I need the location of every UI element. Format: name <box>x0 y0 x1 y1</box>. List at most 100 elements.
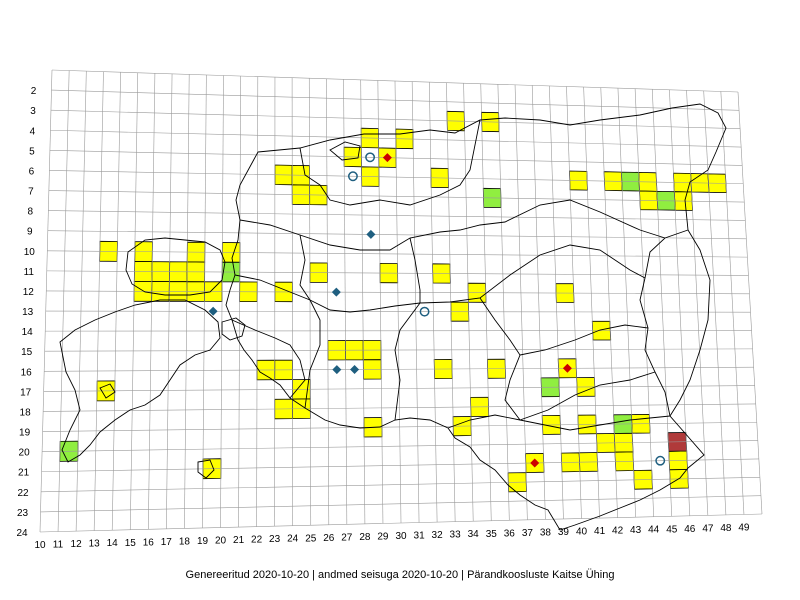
island-small-west <box>99 383 116 399</box>
grid-line-vertical <box>166 73 173 529</box>
grid-line-horizontal <box>40 495 761 513</box>
x-tick-label: 27 <box>341 532 353 543</box>
x-tick-label: 14 <box>107 538 119 549</box>
circle-marker <box>655 455 666 466</box>
county-border-2 <box>239 199 666 251</box>
island-saaremaa <box>59 299 221 463</box>
grid-line-vertical <box>686 90 709 516</box>
y-tick-label: 13 <box>22 307 34 318</box>
x-tick-label: 34 <box>468 529 480 540</box>
y-tick-label: 21 <box>18 468 30 479</box>
island-muhu <box>221 317 246 341</box>
grid-line-vertical <box>93 71 104 531</box>
footer-separator: | <box>461 569 465 581</box>
grid-line-vertical <box>377 80 384 524</box>
y-tick-label: 7 <box>28 187 34 198</box>
y-tick-label: 12 <box>23 287 35 298</box>
y-tick-label: 2 <box>31 86 37 97</box>
grid-line-vertical <box>129 72 139 530</box>
x-tick-label: 49 <box>738 523 750 534</box>
island-kihnu <box>197 459 215 479</box>
grid-line-vertical <box>75 71 87 532</box>
y-tick-label: 15 <box>21 347 33 358</box>
grid-line-vertical <box>600 87 618 518</box>
grid-line-vertical <box>111 72 121 531</box>
grid-line-horizontal <box>44 348 753 352</box>
grid-line-horizontal <box>42 421 757 432</box>
x-tick-label: 43 <box>630 525 642 536</box>
grid-line-horizontal <box>51 89 740 111</box>
organization-name: Pärandkoosluste Kaitse Ühing <box>467 569 615 581</box>
grid-line-horizontal <box>50 109 741 129</box>
country-outline <box>59 103 727 531</box>
grid-line-horizontal <box>39 513 763 533</box>
blue-diamond-marker <box>332 365 342 375</box>
grid-line-horizontal <box>49 170 744 185</box>
y-tick-label: 8 <box>28 207 34 218</box>
x-tick-label: 44 <box>648 525 660 536</box>
county-border-4 <box>394 237 421 421</box>
grid-line-horizontal <box>50 129 742 148</box>
x-tick-label: 29 <box>377 532 389 543</box>
grid-line-horizontal <box>44 366 754 372</box>
y-tick-label: 6 <box>29 166 35 177</box>
grid-line-vertical <box>703 90 727 515</box>
grid-line-horizontal <box>45 310 751 313</box>
x-tick-label: 28 <box>359 532 371 543</box>
grid-line-vertical <box>308 78 312 526</box>
grid-line-horizontal <box>46 270 749 276</box>
x-tick-label: 11 <box>53 540 64 551</box>
x-tick-label: 45 <box>666 524 678 535</box>
red-diamond-marker <box>382 153 392 163</box>
y-tick-label: 20 <box>19 448 31 459</box>
x-tick-label: 21 <box>233 535 245 546</box>
x-tick-label: 31 <box>414 531 426 542</box>
grid-line-vertical <box>39 69 53 533</box>
y-tick-label: 4 <box>30 126 36 137</box>
grid-line-vertical <box>497 84 510 521</box>
grid-line-vertical <box>202 74 207 528</box>
circle-marker <box>347 171 358 182</box>
grid-line-vertical <box>343 79 348 525</box>
x-tick-label: 42 <box>612 526 624 537</box>
grid-line-vertical <box>549 85 564 519</box>
distribution-map: 10 11 12 13 14 15 16 17 18 19 20 21 22 23 24 25 26 27 28 29… <box>16 69 763 552</box>
y-tick-label: 18 <box>20 408 32 419</box>
x-tick-label: 10 <box>34 540 46 551</box>
grid-line-horizontal <box>49 150 743 166</box>
grid-line-horizontal <box>45 330 752 332</box>
grid-line-horizontal <box>41 477 760 493</box>
x-tick-label: 17 <box>161 537 173 548</box>
footer-separator: | <box>312 569 315 581</box>
grid-line-vertical <box>326 78 330 525</box>
x-tick-label: 19 <box>197 536 209 547</box>
x-tick-label: 30 <box>395 531 407 542</box>
y-tick-label: 9 <box>27 227 33 238</box>
county-border-8 <box>447 414 671 431</box>
y-tick-label: 22 <box>17 488 29 499</box>
grid-line-horizontal <box>47 230 747 240</box>
y-tick-label: 3 <box>30 106 36 117</box>
circle-marker <box>365 152 376 163</box>
grid-line-vertical <box>238 76 241 528</box>
grid-line-vertical <box>411 81 420 523</box>
y-tick-label: 19 <box>19 428 31 439</box>
occurrence-symbols <box>208 152 666 468</box>
y-tick-label: 23 <box>17 508 29 519</box>
x-tick-label: 24 <box>287 534 299 545</box>
x-tick-label: 16 <box>143 537 155 548</box>
x-tick-label: 39 <box>558 527 570 538</box>
grid-line-vertical <box>463 83 474 522</box>
blue-diamond-marker <box>350 365 360 375</box>
grid-line-vertical <box>720 91 745 515</box>
x-tick-label: 13 <box>89 539 101 550</box>
county-border-9 <box>231 319 306 399</box>
x-tick-label: 23 <box>269 534 281 545</box>
grid-line-horizontal <box>41 458 759 473</box>
x-tick-label: 25 <box>305 533 317 544</box>
x-tick-label: 35 <box>486 529 498 540</box>
x-tick-label: 36 <box>504 528 516 539</box>
x-tick-label: 46 <box>684 524 696 535</box>
x-axis-labels: 10 11 12 13 14 15 16 17 18 19 20 21 22 23 24 25 26 27 28 29… <box>34 523 749 552</box>
x-tick-label: 18 <box>179 536 191 547</box>
